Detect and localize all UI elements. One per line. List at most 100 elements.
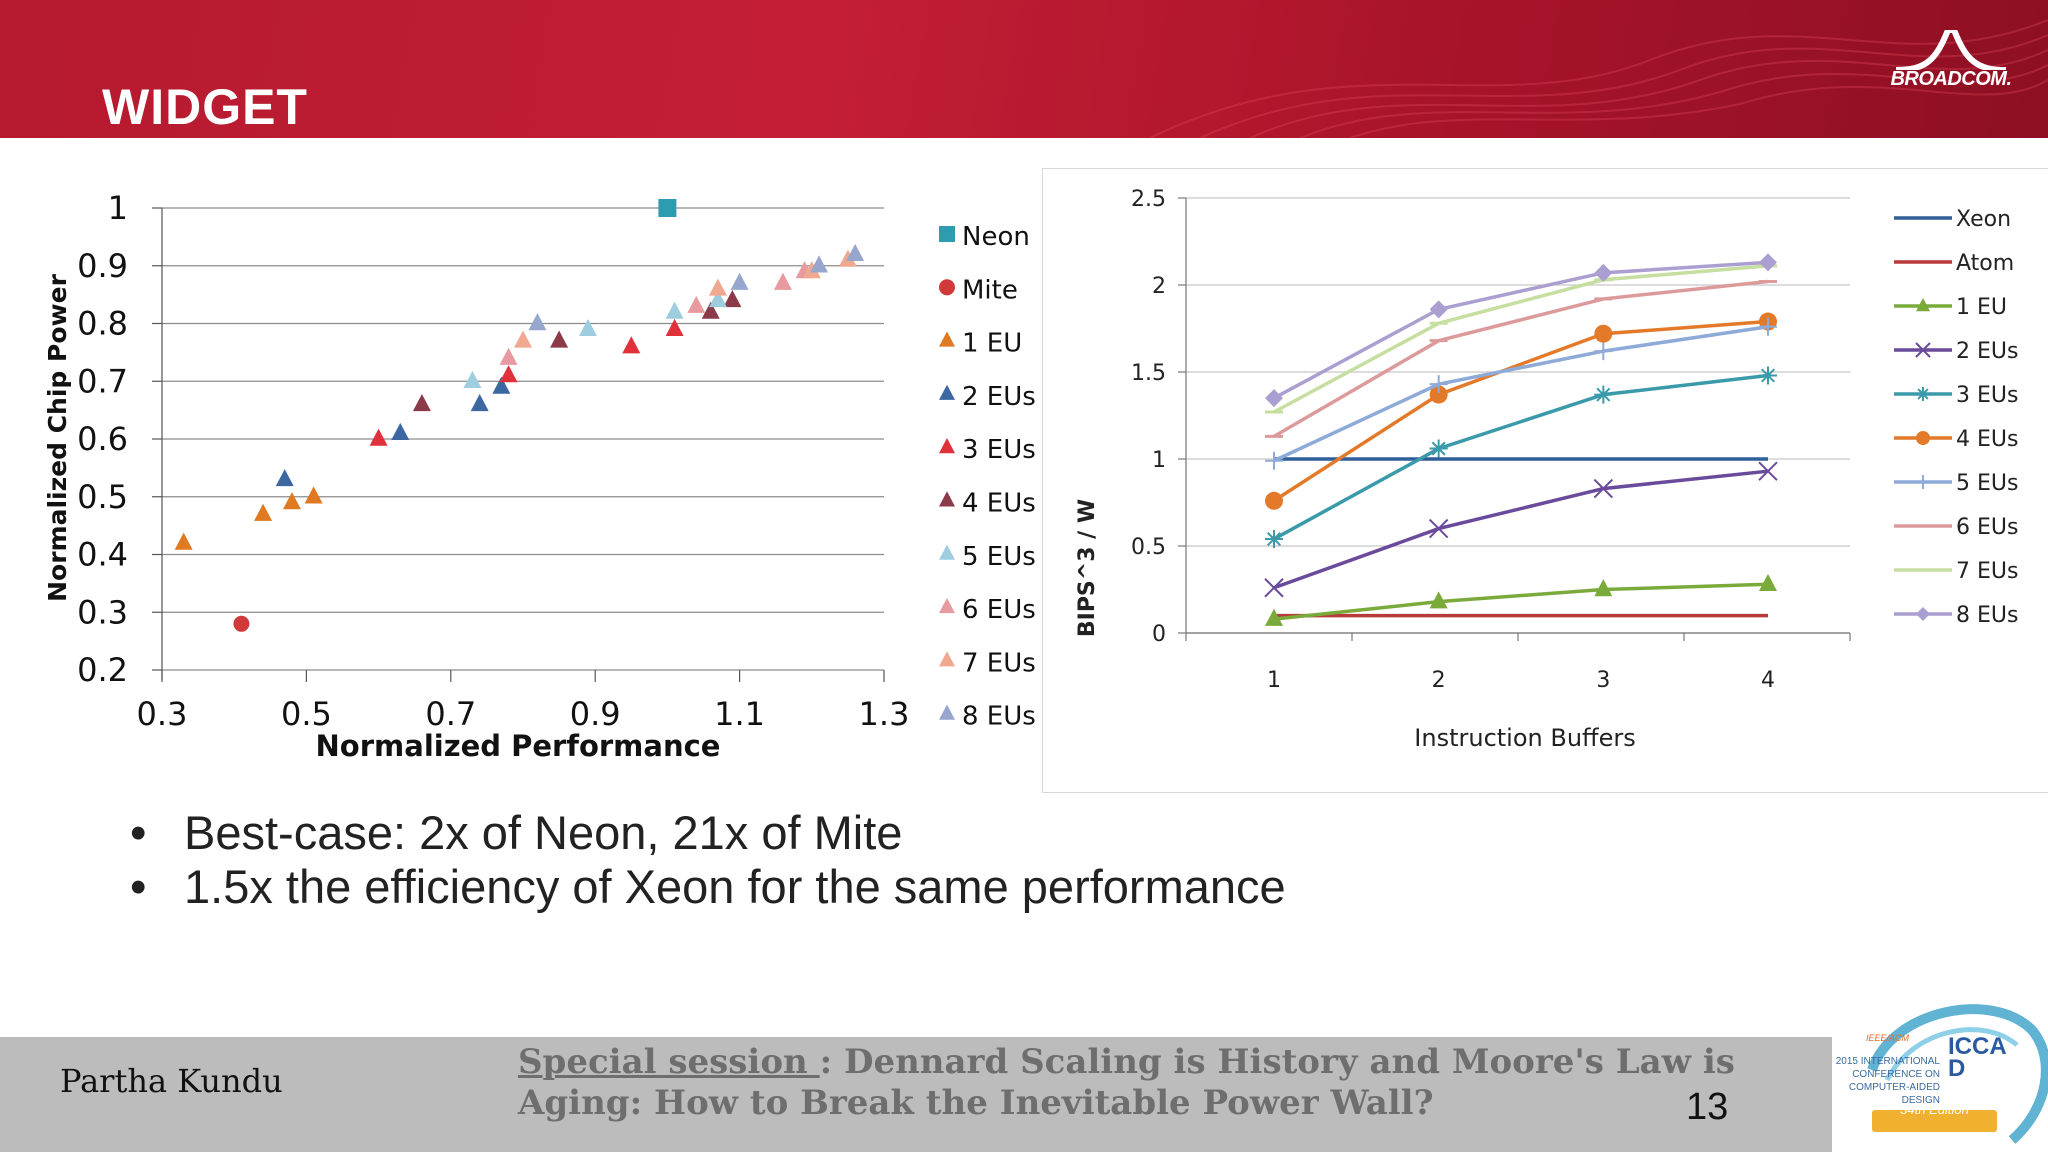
line-axes [1178, 197, 1851, 641]
scatter-y-tick-label: 0.9 [77, 247, 128, 285]
line-point [1265, 451, 1283, 470]
iccad-line-4: DESIGN [1901, 1095, 1940, 1106]
iccad-org: IEEE/ACM [1866, 1033, 1910, 1043]
line-legend-label: Xeon [1956, 207, 2011, 232]
scatter-gridlines [162, 207, 884, 671]
header-wave-decoration [1149, 19, 2048, 138]
scatter-y-tick-label: 0.6 [77, 420, 128, 458]
bullet-dot: • [130, 860, 147, 913]
line-point [1265, 530, 1283, 549]
line-point [1428, 518, 1449, 539]
line-legend-marker [1916, 431, 1930, 445]
line-point [1264, 578, 1284, 598]
scatter-legend-label: 8 EUs [962, 702, 1036, 732]
line-legend: Xeon Atom 1 EU 2 EUs 3 EUs 4 EUs 5 EUs 6 EUs 7 E… [1894, 207, 2018, 628]
scatter-y-tick-label: 0.3 [77, 593, 128, 631]
scatter-legend-label: 4 EUs [962, 489, 1036, 519]
line-point [1429, 385, 1448, 404]
scatter-x-tick-label: 0.3 [137, 695, 188, 733]
line-x-axis-label: Instruction Buffers [1414, 724, 1635, 752]
line-y-tick-label: 2.5 [1131, 187, 1166, 212]
line-series-path [1273, 469, 1769, 590]
scatter-point [282, 492, 301, 510]
line-legend-label: 4 EUs [1956, 427, 2018, 452]
line-y-tick-label: 2 [1152, 274, 1166, 299]
scatter-tick-labels: 0.20.30.40.50.60.70.80.910.3 0.5 0.7 0.9 1.1… [77, 189, 909, 733]
line-legend-label: 5 EUs [1956, 471, 2018, 496]
line-point [1429, 591, 1448, 609]
scatter-point [810, 255, 829, 273]
line-series-path [1273, 582, 1769, 621]
line-tick-labels: 0 0.5 1 1.5 2 2.5 1 2 3 4 [1131, 187, 1775, 693]
line-legend-marker [1916, 475, 1930, 489]
scatter-x-tick-label: 1.3 [859, 695, 910, 733]
line-legend-label: 8 EUs [1956, 603, 2018, 628]
scatter-point [665, 318, 684, 337]
scatter-x-tick-label: 0.9 [570, 695, 621, 733]
scatter-point [275, 469, 294, 487]
line-point [1759, 366, 1777, 385]
line-series-path [1273, 279, 1769, 438]
line-point [1759, 573, 1777, 592]
line-point [1594, 263, 1613, 282]
line-point [1429, 375, 1448, 394]
scatter-y-axis-label: Normalized Chip Power [43, 273, 72, 601]
line-legend-label: 3 EUs [1956, 383, 2018, 408]
bullet-text: Best-case: 2x of Neon, 21x of Mite [184, 806, 903, 859]
scatter-y-tick-label: 0.2 [77, 651, 128, 689]
line-chart-frame [1042, 168, 2048, 793]
line-series-path [1273, 264, 1769, 414]
scatter-axes [152, 207, 885, 682]
scatter-point [665, 301, 684, 319]
scatter-point [304, 486, 323, 504]
scatter-point [622, 336, 641, 354]
scatter-point [687, 295, 706, 313]
scatter-legend-marker [939, 331, 955, 347]
bullet-item: • 1.5x the efficiency of Xeon for the sam… [130, 860, 1286, 914]
scatter-legend-marker [939, 226, 955, 242]
scatter-chart: 0.20.30.40.50.60.70.80.910.3 0.5 0.7 0.9 1.1… [43, 189, 1036, 763]
scatter-legend-marker [939, 491, 955, 507]
scatter-point [730, 272, 749, 290]
scatter-y-tick-label: 0.8 [77, 305, 128, 343]
bullet-text: 1.5x the efficiency of Xeon for the same… [184, 860, 1286, 913]
scatter-y-tick-label: 0.4 [77, 536, 128, 574]
scatter-legend-label: 3 EUs [962, 435, 1036, 465]
broadcom-logo-text: BROADCOM. [1890, 68, 2012, 90]
bullet-list: • Best-case: 2x of Neon, 21x of Mite • 1.5… [130, 806, 1286, 914]
scatter-legend-marker [939, 651, 955, 667]
scatter-legend-marker [939, 704, 955, 720]
line-legend-label: 7 EUs [1956, 559, 2018, 584]
scatter-point [708, 278, 727, 296]
line-point [1265, 608, 1283, 626]
line-series-path [1273, 319, 1769, 503]
line-point [1429, 439, 1448, 458]
scatter-legend-marker [939, 438, 955, 454]
broadcom-logo-icon [1895, 30, 2007, 70]
iccad-line-2: CONFERENCE ON [1852, 1069, 1940, 1080]
scatter-legend-label: 6 EUs [962, 595, 1036, 625]
line-chart: 0 0.5 1 1.5 2 2.5 1 2 3 4 Xeon Atom 1 EU 2 EUs 3 EUs 4… [1075, 187, 2018, 752]
line-y-axis-label: BIPS^3 / W [1075, 499, 1100, 637]
line-series-path [1273, 325, 1769, 463]
scatter-legend-label: Mite [962, 275, 1018, 305]
line-legend-label: Atom [1956, 251, 2014, 276]
scatter-legend-marker [939, 384, 955, 400]
line-series-path [1273, 260, 1769, 400]
scatter-point [499, 347, 518, 365]
line-series-path [1273, 373, 1769, 541]
scatter-y-tick-label: 0.7 [77, 362, 128, 400]
line-y-tick-label: 0 [1152, 622, 1166, 647]
scatter-point [550, 330, 569, 348]
line-x-tick-label: 1 [1267, 668, 1281, 693]
line-legend-label: 1 EU [1956, 295, 2007, 320]
scatter-legend-label: 5 EUs [962, 542, 1036, 572]
line-x-tick-label: 3 [1596, 668, 1610, 693]
scatter-point [773, 272, 792, 290]
scatter-point [463, 370, 482, 388]
scatter-legend-label: 7 EUs [962, 648, 1036, 678]
scatter-point [578, 318, 597, 337]
session-label: Special session [518, 1042, 820, 1082]
scatter-point [254, 503, 273, 521]
line-point [1759, 317, 1777, 336]
